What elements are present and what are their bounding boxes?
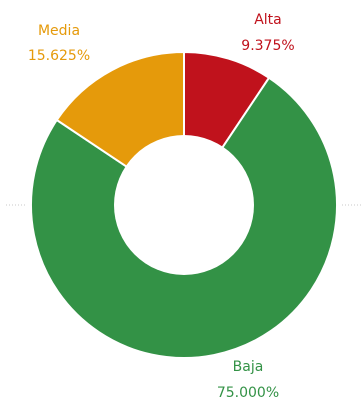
slice-label-baja: Baja xyxy=(233,359,264,375)
slice-value-media: 15.625% xyxy=(28,48,90,64)
slice-labels: Alta 9.375% Media 15.625% Baja 75.000% xyxy=(28,12,295,401)
donut-hole xyxy=(114,135,254,275)
slice-label-alta: Alta xyxy=(254,12,282,28)
slice-value-alta: 9.375% xyxy=(241,38,294,54)
slice-value-baja: 75.000% xyxy=(217,385,279,401)
slice-label-media: Media xyxy=(38,23,80,39)
